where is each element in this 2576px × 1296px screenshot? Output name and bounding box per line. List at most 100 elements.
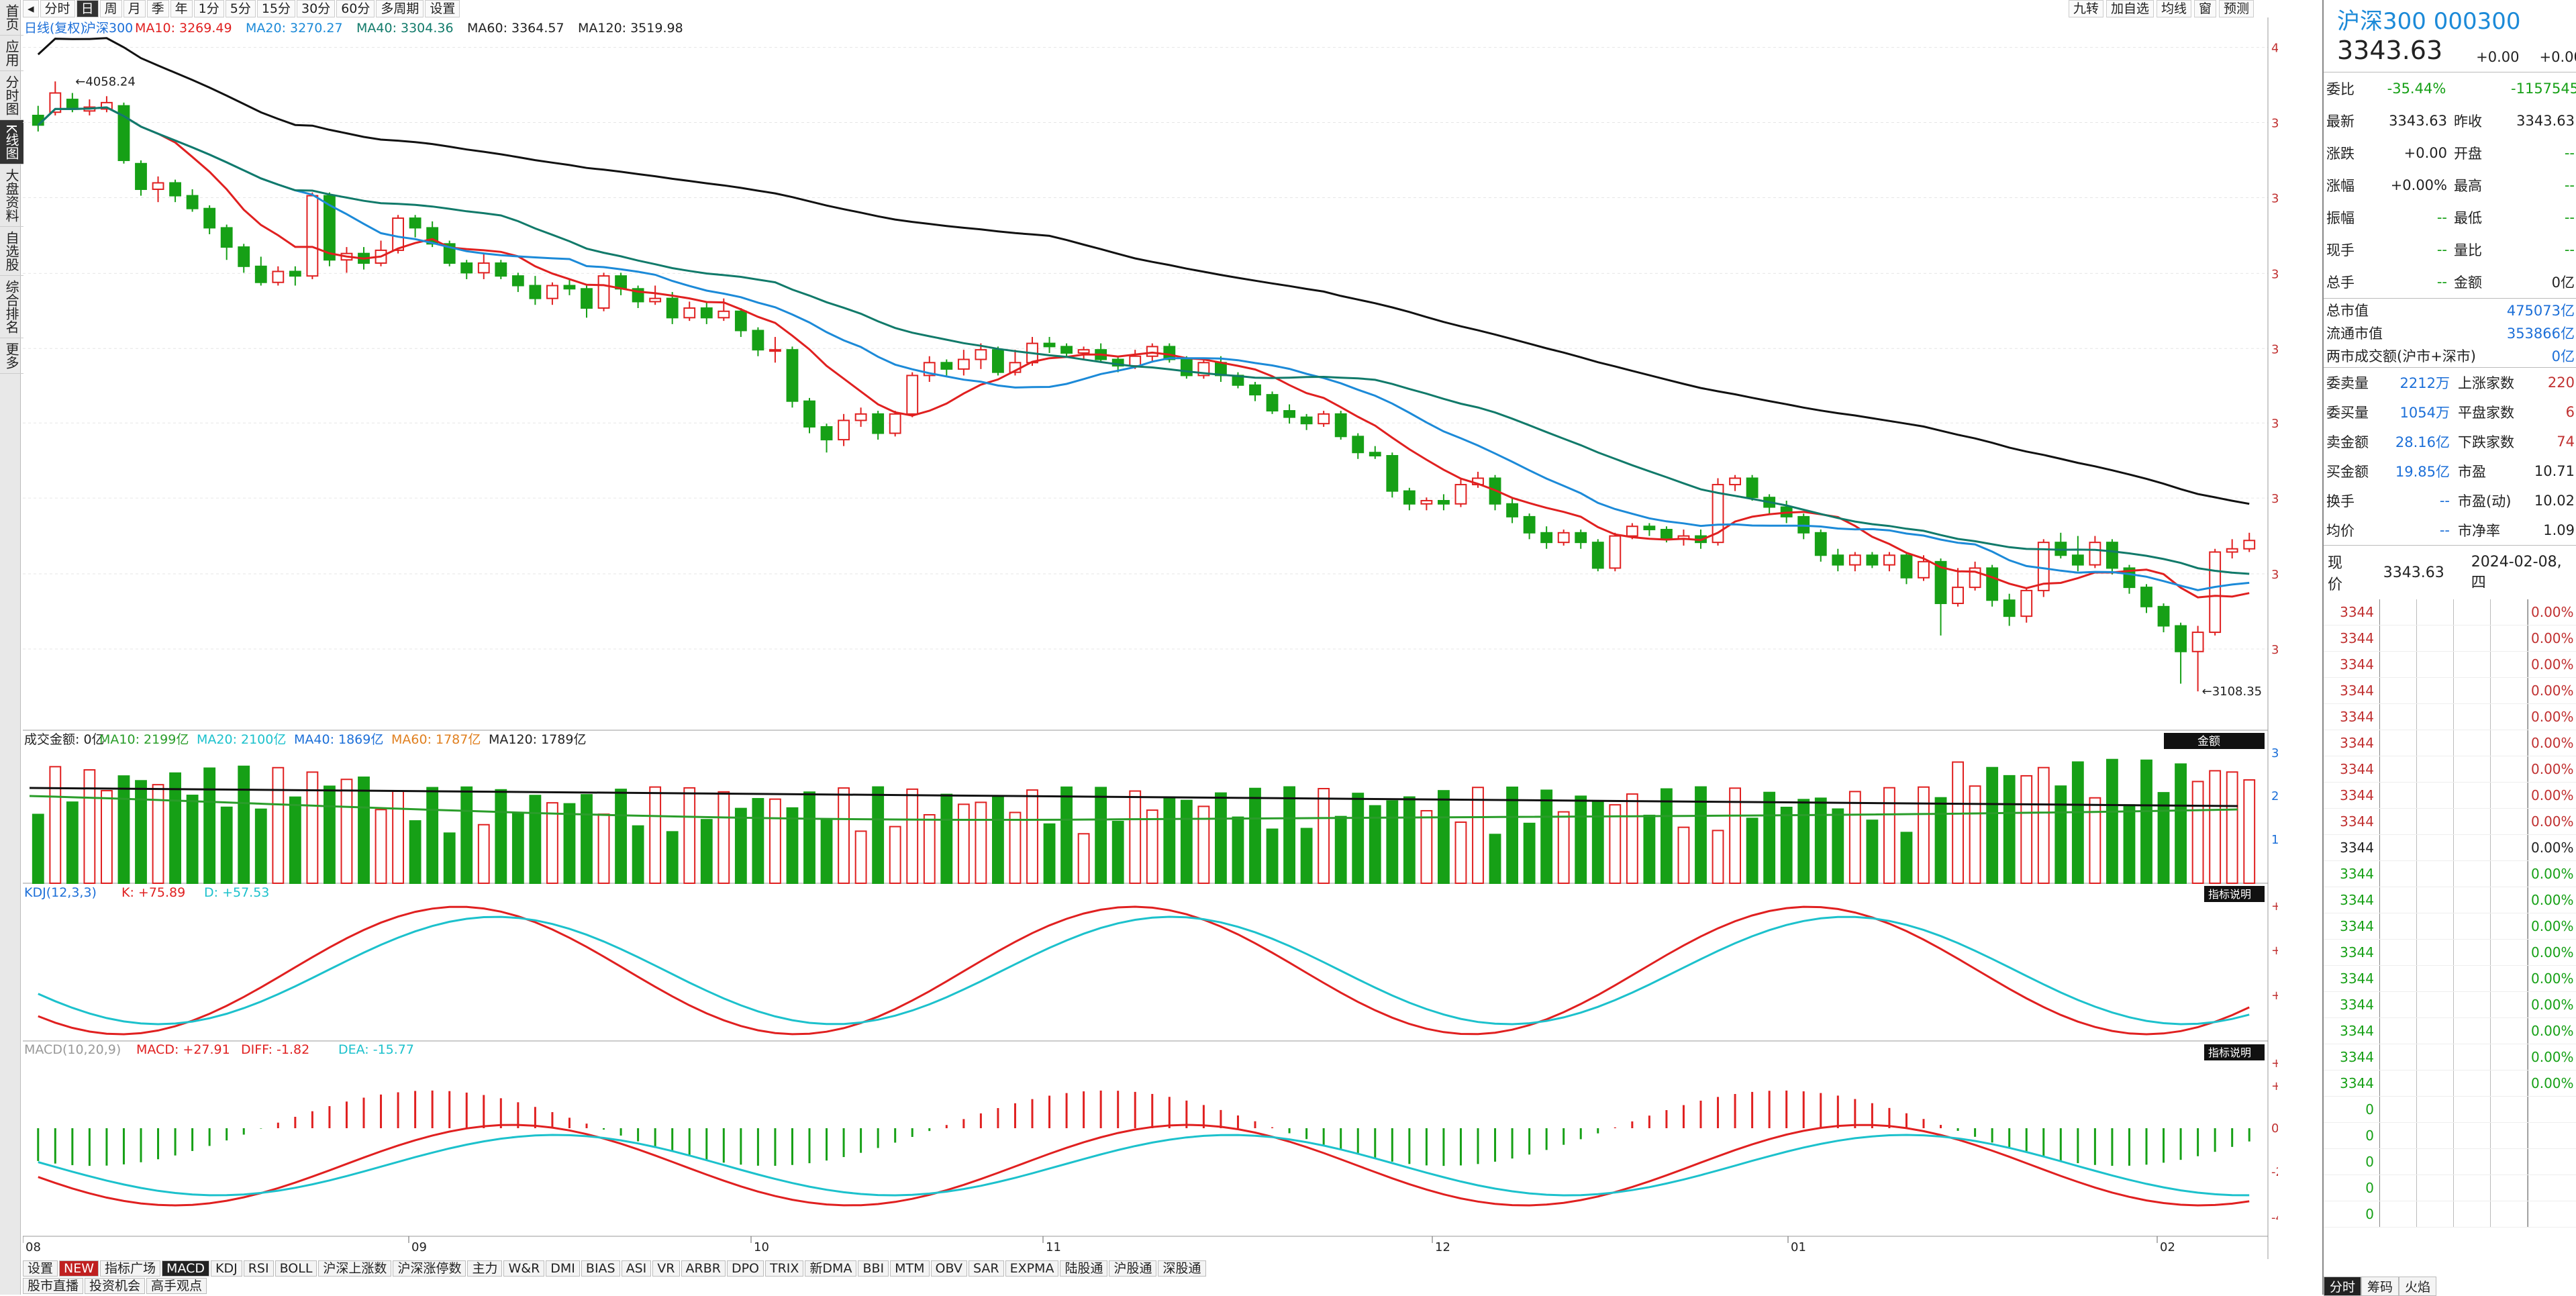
quote-tab-2[interactable]: 火焰 [2399,1277,2436,1296]
candle[interactable] [495,260,506,279]
candle[interactable] [2210,549,2220,636]
candle[interactable] [1336,411,1346,440]
candle[interactable] [822,423,832,452]
candle[interactable] [941,360,952,376]
candle[interactable] [1250,382,1260,401]
candle[interactable] [1524,513,1535,539]
candle[interactable] [1198,360,1209,379]
candle[interactable] [290,266,301,286]
candle[interactable] [1061,344,1072,356]
candle[interactable] [479,254,489,279]
candle[interactable] [1456,478,1467,507]
period-9[interactable]: 30分 [297,0,335,17]
bottom-link-1[interactable]: 投资机会 [85,1278,145,1294]
indicator-tab-5[interactable]: RSI [244,1260,274,1277]
candle[interactable] [684,301,695,321]
candle[interactable] [650,286,660,305]
candle[interactable] [1593,539,1603,571]
indicator-tab-0[interactable]: 设置 [23,1260,58,1277]
candle[interactable] [1558,530,1569,546]
candle[interactable] [838,414,849,446]
vol-tag[interactable]: 金额 [2197,735,2220,748]
candle[interactable] [187,189,198,211]
candle[interactable] [547,283,558,305]
candle[interactable] [752,328,763,356]
right-tool-2[interactable]: 均线 [2157,0,2191,17]
candle[interactable] [599,272,609,311]
candle[interactable] [564,279,575,295]
period-6[interactable]: 1分 [194,0,224,17]
period-5[interactable]: 年 [170,0,193,17]
candle[interactable] [1730,475,1740,491]
sidebar-item-0[interactable]: 首页 [0,0,23,36]
indicator-tab-15[interactable]: ARBR [681,1260,726,1277]
candle[interactable] [530,276,540,305]
candle[interactable] [1609,533,1620,571]
candle[interactable] [1284,404,1295,423]
candle[interactable] [615,272,626,295]
candle[interactable] [2107,539,2118,575]
candle[interactable] [2004,594,2015,626]
right-tool-4[interactable]: 预测 [2219,0,2254,17]
candle[interactable] [238,244,249,272]
indicator-tab-19[interactable]: BBI [858,1260,889,1277]
bottom-link-0[interactable]: 股市直播 [23,1278,83,1294]
candle[interactable] [2089,536,2100,568]
right-tool-0[interactable]: 九转 [2069,0,2103,17]
candle[interactable] [581,286,592,318]
candle[interactable] [170,180,181,202]
quote-tab-0[interactable]: 分时 [2324,1277,2361,1296]
candle[interactable] [33,106,44,132]
prev-button[interactable]: ◂ [23,0,39,17]
indicator-tab-9[interactable]: 主力 [467,1260,502,1277]
candle[interactable] [1044,337,1055,353]
period-10[interactable]: 60分 [336,0,375,17]
candle[interactable] [2073,536,2083,572]
right-tool-1[interactable]: 加自选 [2106,0,2154,17]
sidebar-item-4[interactable]: 大盘资料 [0,164,23,227]
period-8[interactable]: 15分 [257,0,295,17]
candle[interactable] [1267,391,1278,413]
candle[interactable] [1387,452,1397,497]
candle[interactable] [1936,558,1946,636]
indicator-tab-17[interactable]: TRIX [765,1260,803,1277]
candle[interactable] [221,225,232,260]
candle[interactable] [1421,497,1432,510]
candle[interactable] [1181,356,1192,379]
kdj-tag[interactable]: 指标说明 [2208,888,2251,901]
sidebar-item-3[interactable]: K线图 [0,120,23,164]
candle[interactable] [1987,565,1997,607]
candle[interactable] [1438,494,1449,510]
candle[interactable] [770,337,781,362]
candle[interactable] [1301,414,1312,430]
candle[interactable] [1850,552,1861,572]
indicator-tab-21[interactable]: OBV [931,1260,967,1277]
indicator-tab-24[interactable]: 陆股通 [1060,1260,1107,1277]
candle[interactable] [1507,497,1518,523]
candle[interactable] [410,215,421,237]
candle[interactable] [256,256,266,285]
macd-tag[interactable]: 指标说明 [2208,1046,2251,1059]
sidebar-item-5[interactable]: 自选股 [0,227,23,276]
indicator-tab-13[interactable]: ASI [622,1260,652,1277]
indicator-tab-3[interactable]: MACD [162,1260,209,1277]
candle[interactable] [2159,603,2169,632]
candle[interactable] [701,301,712,323]
candle[interactable] [993,346,1003,375]
candle[interactable] [1352,434,1363,459]
indicator-tab-23[interactable]: EXPMA [1005,1260,1059,1277]
period-1[interactable]: 日 [77,0,99,17]
candle[interactable] [787,346,798,407]
candle[interactable] [1575,530,1586,549]
period-12[interactable]: 设置 [425,0,460,17]
candle[interactable] [1216,356,1226,382]
candle[interactable] [924,356,935,382]
indicator-tab-14[interactable]: VR [652,1260,679,1277]
candle[interactable] [1370,446,1381,459]
sidebar-item-1[interactable]: 应用 [0,36,23,71]
indicator-tab-20[interactable]: MTM [890,1260,929,1277]
candle[interactable] [1816,530,1826,562]
indicator-tab-22[interactable]: SAR [969,1260,1004,1277]
right-tool-3[interactable]: 窗 [2194,0,2216,17]
period-3[interactable]: 月 [123,0,146,17]
